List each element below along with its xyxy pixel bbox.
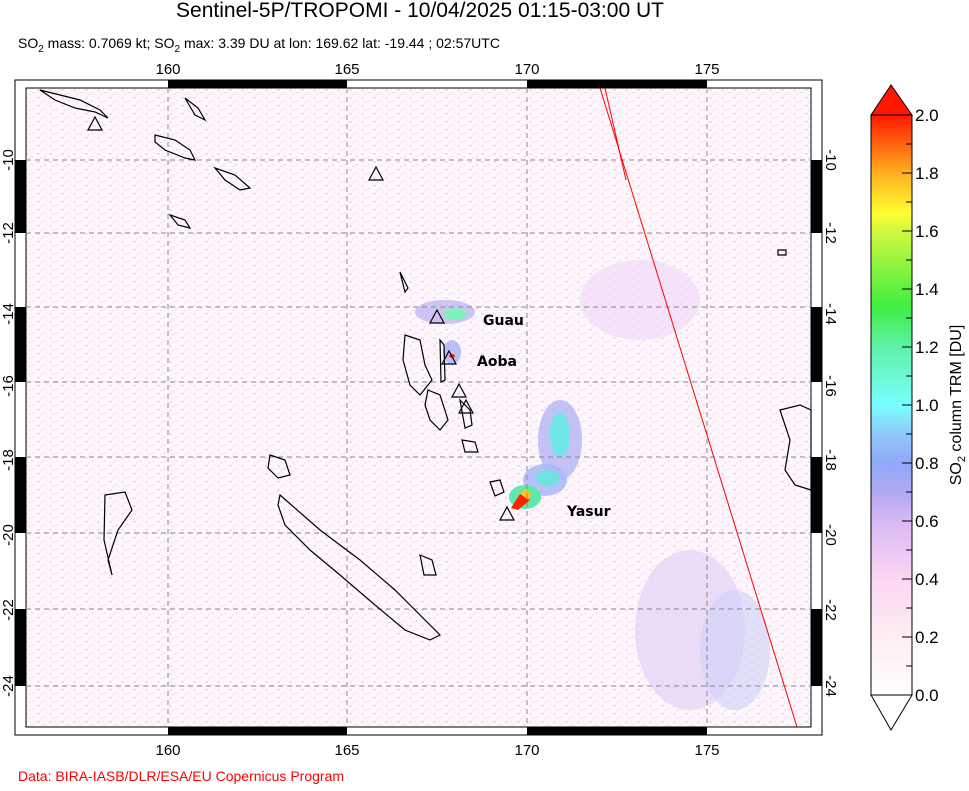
lat-tick: -14	[822, 303, 839, 325]
volcano-triangle-icon	[86, 115, 104, 131]
colorbar-max-arrow	[870, 84, 913, 116]
lon-tick: 170	[514, 61, 539, 78]
lat-tick: -24	[822, 675, 839, 697]
volcano-label-yasur: Yasur	[566, 504, 611, 520]
lon-tick: 170	[514, 742, 539, 759]
colorbar-tick-label: 0.4	[915, 570, 939, 589]
top-lon-ticks: 160 165 170 175	[155, 61, 719, 78]
left-lat-ticks: -10 -12 -14 -16 -18 -20 -22 -24	[0, 149, 17, 697]
colorbar-tick-label: 0.0	[915, 686, 939, 705]
lat-tick: -22	[822, 599, 839, 621]
lon-tick: 165	[334, 742, 359, 759]
lon-tick: 160	[155, 61, 180, 78]
lat-tick: -18	[822, 449, 839, 471]
volcano-label-aoba: Aoba	[477, 354, 517, 370]
lat-tick: -24	[0, 675, 17, 697]
colorbar-tick-label: 1.4	[915, 280, 939, 299]
volcano-triangle-icon	[428, 308, 446, 324]
lat-tick: -16	[822, 375, 839, 397]
lon-tick: 175	[694, 742, 719, 759]
volcano-markers	[86, 115, 516, 521]
colorbar-label: SO2 column TRM [DU]	[948, 325, 968, 486]
map-title: Sentinel-5P/TROPOMI - 10/04/2025 01:15-0…	[176, 0, 664, 22]
data-credit: Data: BIRA-IASB/DLR/ESA/EU Copernicus Pr…	[18, 768, 344, 784]
so2-plumes	[415, 260, 770, 710]
colorbar-tick-label: 1.6	[915, 222, 939, 241]
colorbar-tick-label: 1.8	[915, 164, 939, 183]
map-subtitle: SO2 mass: 0.7069 kt; SO2 max: 3.39 DU at…	[18, 35, 500, 55]
bottom-lon-ticks: 160 165 170 175	[155, 742, 719, 759]
gridlines	[26, 88, 811, 727]
colorbar-tick-label: 1.0	[915, 396, 939, 415]
lat-tick: -22	[0, 599, 17, 621]
colorbar-tick-label: 1.2	[915, 338, 939, 357]
colorbar-tick-label: 0.8	[915, 454, 939, 473]
lat-tick: -20	[822, 524, 839, 546]
lon-tick: 165	[334, 61, 359, 78]
colorbar-tick-label: 2.0	[915, 106, 939, 125]
lat-tick: -12	[822, 222, 839, 244]
lat-tick: -16	[0, 375, 17, 397]
lon-tick: 160	[155, 742, 180, 759]
volcano-triangle-icon	[450, 382, 468, 398]
lat-tick: -18	[0, 449, 17, 471]
volcano-label-guau: Guau	[483, 313, 524, 329]
coastlines	[39, 89, 812, 641]
lon-tick: 175	[694, 61, 719, 78]
lat-tick: -20	[0, 524, 17, 546]
lat-tick: -14	[0, 303, 17, 325]
colorbar-tick-label: 0.2	[915, 628, 939, 647]
orbit-edge-lines	[599, 87, 798, 728]
volcano-triangle-icon	[440, 349, 458, 365]
volcano-triangle-icon	[367, 165, 385, 181]
lat-tick: -10	[822, 149, 839, 171]
right-lat-ticks: -10 -12 -14 -16 -18 -20 -22 -24	[822, 149, 839, 697]
volcano-triangle-icon	[457, 398, 475, 414]
volcano-triangle-icon	[498, 505, 516, 521]
colorbar: 2.0 1.8 1.6 1.4 1.2 1.0 0.8 0.6 0.4 0.2 0.0 SO2 co…	[870, 84, 968, 731]
lat-tick: -10	[0, 149, 17, 171]
colorbar-tick-label: 0.6	[915, 512, 939, 531]
lat-tick: -12	[0, 222, 17, 244]
map-border-bars	[15, 80, 822, 735]
colorbar-min-arrow	[870, 694, 913, 731]
